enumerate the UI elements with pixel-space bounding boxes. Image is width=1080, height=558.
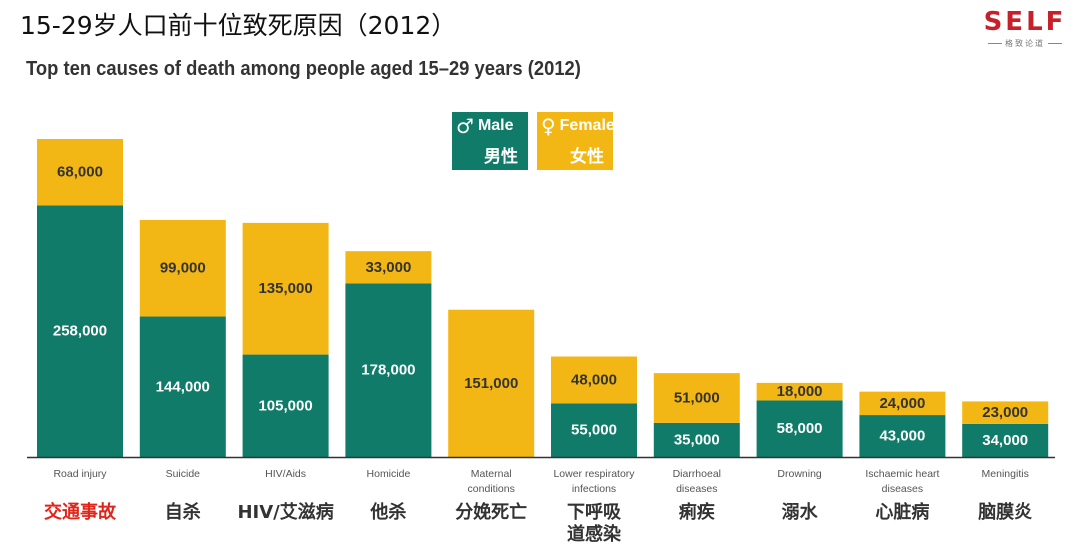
data-label-male-8: 58,000 xyxy=(777,420,823,437)
bar-female-4 xyxy=(345,251,432,284)
bar-male-10 xyxy=(962,423,1049,457)
bar-female-9 xyxy=(859,391,946,416)
data-label-female-3: 135,000 xyxy=(258,280,312,297)
category-label-en-3: HIV/Aids xyxy=(265,468,306,480)
data-label-male-1: 258,000 xyxy=(53,323,107,340)
legend-female-label: Female xyxy=(559,117,615,134)
category-label-cn-7: 痢疾 xyxy=(679,501,716,523)
bar-male-9 xyxy=(859,415,946,457)
data-label-male-7: 35,000 xyxy=(674,431,720,448)
legend-female-label-cn: 女性 xyxy=(570,147,604,167)
chart-legend: ♂ Male 男性 ♀ Female 女性 xyxy=(452,112,615,170)
logo-rule-right xyxy=(1048,43,1062,44)
legend-male-label-cn: 男性 xyxy=(484,147,518,167)
logo-text: SELF xyxy=(983,7,1067,37)
category-label-cn-6: 下呼吸 xyxy=(567,502,622,523)
category-label-en-9-line2: diseases xyxy=(882,483,923,495)
logo-rule-left xyxy=(988,43,1002,44)
bar-female-2 xyxy=(139,219,226,317)
data-label-male-2: 144,000 xyxy=(156,378,210,395)
data-label-female-7: 51,000 xyxy=(674,389,720,406)
category-label-cn-6-line2: 道感染 xyxy=(567,523,622,545)
category-label-cn-10: 脑膜炎 xyxy=(978,501,1032,523)
category-label-en-8: Drowning xyxy=(777,468,822,480)
bar-male-8 xyxy=(756,400,843,457)
category-label-cn-2: 自杀 xyxy=(165,501,201,523)
category-label-cn-3: HIV/艾滋病 xyxy=(237,501,333,523)
data-label-female-2: 99,000 xyxy=(160,260,206,277)
data-label-male-10: 34,000 xyxy=(982,432,1028,449)
bar-female-3 xyxy=(242,222,329,355)
bar-male-2 xyxy=(139,316,226,457)
category-label-cn-4: 他杀 xyxy=(369,501,406,523)
chart-title-en: Top ten causes of death among people age… xyxy=(26,58,581,80)
data-label-male-3: 105,000 xyxy=(258,397,312,414)
data-label-male-9: 43,000 xyxy=(879,428,925,445)
category-label-en-7: Diarrhoeal xyxy=(673,468,721,480)
bar-male-3 xyxy=(242,354,329,457)
bar-male-1 xyxy=(37,205,123,457)
bar-female-7 xyxy=(653,373,740,423)
data-label-female-1: 68,000 xyxy=(57,164,103,181)
data-label-female-4: 33,000 xyxy=(365,259,411,276)
category-label-en-4: Homicide xyxy=(367,468,411,480)
bar-male-6 xyxy=(551,403,637,457)
bar-female-10 xyxy=(962,401,1049,424)
data-label-female-8: 18,000 xyxy=(777,383,823,400)
bar-female-1 xyxy=(37,139,123,206)
category-label-cn-9: 心脏病 xyxy=(875,501,929,523)
legend-male-label: Male xyxy=(477,117,514,134)
category-label-en-5-line2: conditions xyxy=(468,483,515,495)
category-label-en-1: Road injury xyxy=(53,468,107,480)
legend-female: ♀ Female 女性 xyxy=(537,112,615,170)
category-label-en-2: Suicide xyxy=(166,468,201,480)
data-label-female-9: 24,000 xyxy=(879,395,925,412)
self-logo: SELF 格致论道 xyxy=(982,8,1068,49)
category-label-cn-8: 溺水 xyxy=(782,501,819,523)
data-label-female-6: 48,000 xyxy=(571,371,617,388)
category-label-en-6-line2: infections xyxy=(572,483,616,495)
legend-male: ♂ Male 男性 xyxy=(452,112,528,170)
data-label-male-4: 178,000 xyxy=(361,362,415,379)
category-label-cn-1: 交通事故 xyxy=(44,501,117,523)
data-label-male-6: 55,000 xyxy=(571,422,617,439)
bar-male-7 xyxy=(653,422,740,457)
category-label-en-5: Maternal xyxy=(471,468,512,480)
category-label-en-9: Ischaemic heart xyxy=(865,468,939,480)
data-label-female-10: 23,000 xyxy=(982,404,1028,421)
bar-female-6 xyxy=(551,356,637,404)
bar-female-8 xyxy=(756,382,843,401)
data-label-female-5: 151,000 xyxy=(464,375,518,392)
category-label-en-7-line2: diseases xyxy=(676,483,717,495)
category-label-cn-5: 分娩死亡 xyxy=(455,501,527,523)
logo-tagline: 格致论道 xyxy=(1005,39,1045,48)
logo-subline: 格致论道 xyxy=(982,38,1068,49)
bar-male-4 xyxy=(345,283,432,457)
bar-female-5 xyxy=(448,309,535,457)
category-label-en-10: Meningitis xyxy=(982,468,1029,480)
male-symbol-icon: ♂ xyxy=(456,114,474,138)
category-label-en-6: Lower respiratory xyxy=(553,468,635,480)
female-symbol-icon: ♀ xyxy=(541,114,556,138)
page-title-cn: 15-29岁人口前十位致死原因（2012） xyxy=(20,11,457,40)
